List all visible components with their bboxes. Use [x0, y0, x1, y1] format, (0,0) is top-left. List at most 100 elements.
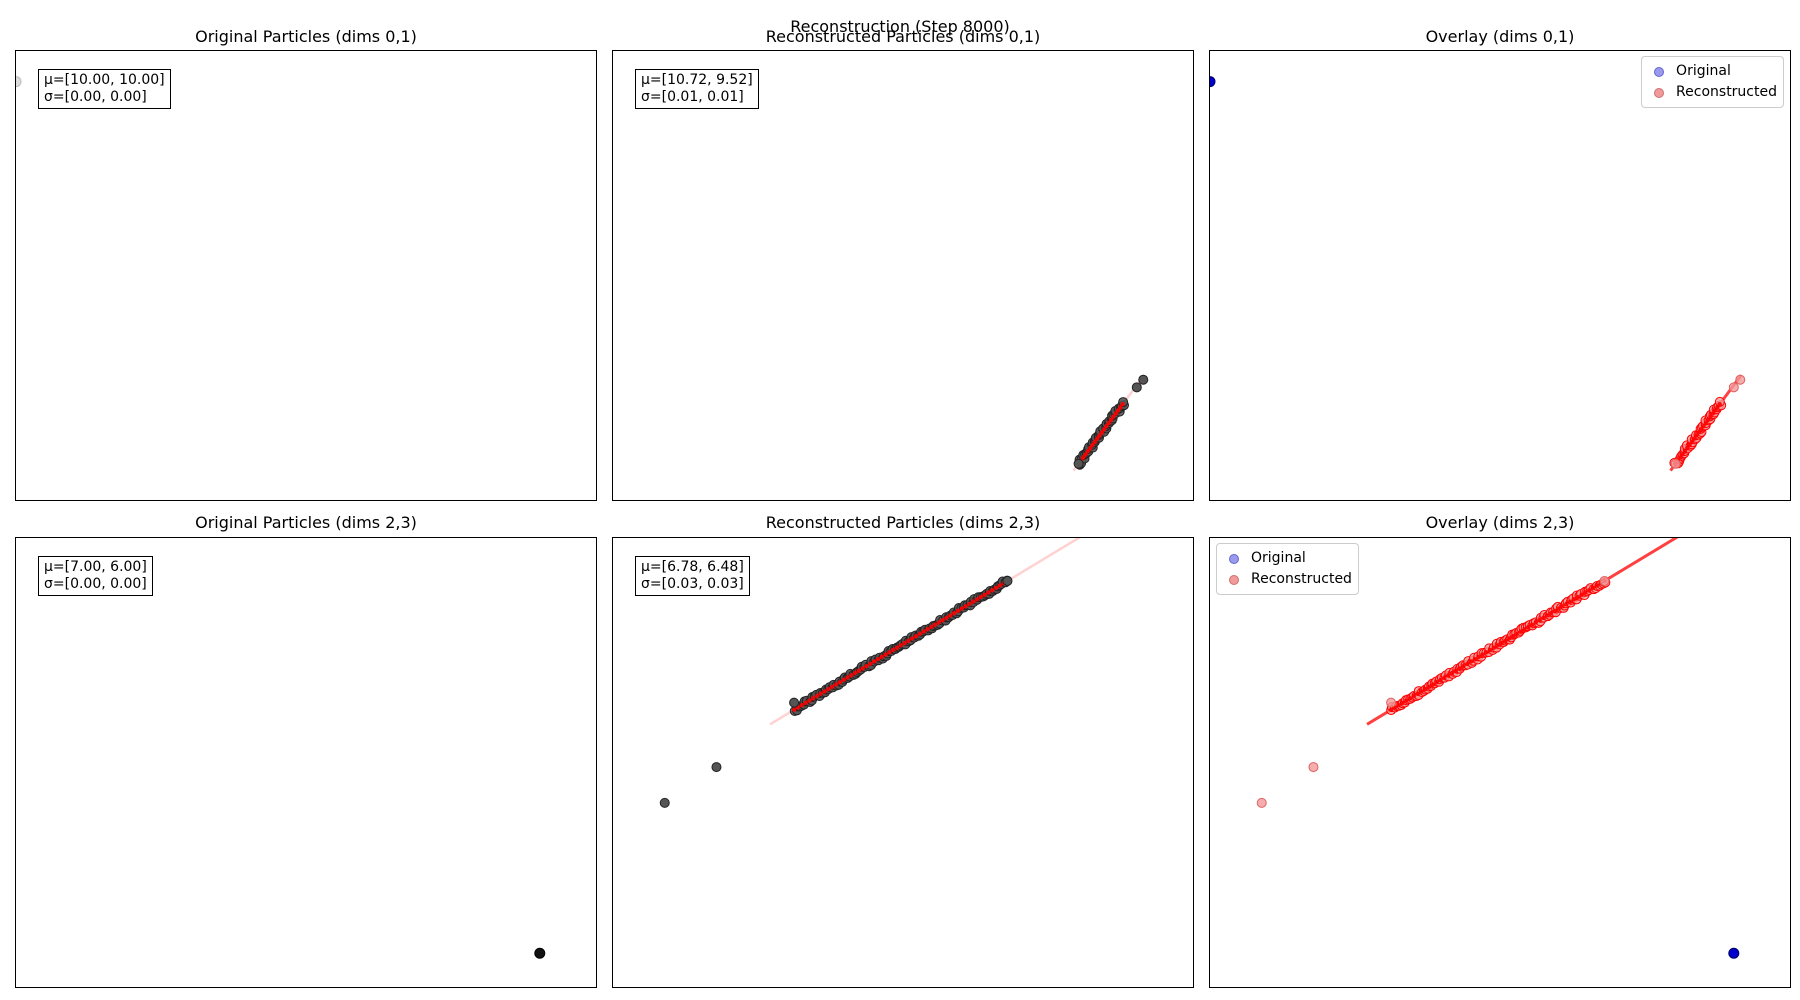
reconstructed-particle-core [1575, 594, 1580, 600]
reconstructed-particle-core [1407, 696, 1413, 701]
plot-overlay-23: Original Reconstructed [1209, 537, 1791, 988]
reconstructed-particle-core [1487, 647, 1493, 653]
reconstructed-particle-core [990, 587, 995, 593]
reconstructed-particle-core [1506, 636, 1512, 641]
reconstructed-particle-core [1529, 622, 1535, 627]
reconstructed-particle-core [1419, 689, 1424, 694]
reconstructed-particle-core [1081, 455, 1086, 460]
legend-marker-original [1229, 553, 1239, 564]
reconstructed-particle-core [932, 622, 938, 627]
reconstructed-particle-core [1499, 640, 1504, 646]
reconstructed-particle-core [929, 624, 934, 630]
reconstructed-particle-core [826, 686, 831, 692]
reconstructed-outlier-point [1386, 697, 1397, 708]
reconstructed-particle-core [936, 620, 942, 625]
stats-mu: μ=[7.00, 6.00] [44, 559, 147, 575]
reconstructed-particle-core [833, 682, 839, 687]
reconstructed-particle-core [1120, 401, 1125, 407]
reconstructed-particle-core [1698, 427, 1704, 432]
reconstructed-particle-core [970, 599, 976, 604]
reconstructed-particle-core [1438, 677, 1443, 683]
reconstructed-particle-core [852, 670, 858, 676]
plot-original-01-svg [16, 76, 22, 88]
legend-marker-reconstructed [1654, 87, 1665, 98]
reconstructed-particle-core [1411, 693, 1417, 699]
original-particle-point [1728, 947, 1740, 959]
reconstructed-particle-core [829, 684, 835, 689]
reconstructed-particle-core [799, 703, 804, 708]
reconstructed-particle-core [1526, 624, 1531, 630]
reconstructed-outlier-point [711, 762, 722, 773]
reconstructed-particle-core [1097, 433, 1102, 438]
plot-overlay-23-svg [1256, 538, 1740, 959]
reconstructed-particle-core [810, 696, 816, 701]
reconstructed-particle-core [1094, 436, 1100, 441]
reconstructed-particle-core [1691, 436, 1697, 441]
reconstructed-particle-core [1701, 423, 1706, 429]
reconstructed-particle-core [1685, 445, 1690, 451]
reconstructed-particle-core [1118, 405, 1123, 410]
reconstructed-particle-core [1446, 673, 1451, 678]
reconstructed-particle-core [951, 610, 957, 616]
legend-label-original: Original [1251, 550, 1306, 566]
reconstructed-particle-core [921, 629, 926, 634]
plot-reconstructed-23: μ=[6.78, 6.48] σ=[0.03, 0.03] [612, 537, 1194, 988]
panel-title-original-23: Original Particles (dims 2,3) [195, 513, 417, 532]
reconstructed-particle-core [1703, 420, 1708, 426]
original-particle-point [534, 947, 546, 959]
reconstructed-particle-core [1587, 587, 1592, 593]
plot-reconstructed-01-svg [1072, 374, 1149, 472]
reconstructed-particle-core [1106, 420, 1111, 426]
reconstructed-particle-core [871, 659, 877, 664]
reconstructed-particle-core [1717, 401, 1722, 407]
reconstructed-particle-core [1476, 654, 1481, 660]
reconstructed-outlier-point [659, 797, 670, 808]
reconstructed-particle-core [982, 592, 987, 597]
legend-label-reconstructed: Reconstructed [1676, 84, 1777, 100]
legend-entry-reconstructed: Reconstructed [1223, 569, 1352, 590]
reconstructed-outlier-point [1308, 762, 1319, 773]
reconstructed-particle-core [1396, 703, 1401, 708]
reconstructed-particle-core [974, 597, 980, 602]
reconstructed-particle-core [803, 700, 808, 706]
reconstructed-particle-core [868, 661, 873, 666]
reconstructed-particle-core [1571, 597, 1577, 602]
reconstructed-particle-core [986, 590, 991, 595]
reconstructed-particle-core [1583, 590, 1588, 595]
reconstructed-particle-core [1708, 414, 1713, 419]
reconstructed-particle-core [894, 645, 900, 650]
stats-box-reconstructed-23: μ=[6.78, 6.48] σ=[0.03, 0.03] [635, 556, 750, 596]
reconstructed-particle-core [959, 606, 964, 611]
reconstructed-outlier-point [1131, 382, 1142, 393]
reconstructed-particle-core [1472, 656, 1478, 662]
legend-marker-reconstructed [1229, 574, 1239, 585]
reconstructed-particle-core [1085, 449, 1091, 454]
reconstructed-particle-core [791, 707, 797, 713]
reconstructed-particle-core [1705, 417, 1711, 423]
reconstructed-particle-core [1579, 592, 1584, 597]
reconstructed-particle-core [925, 627, 930, 632]
reconstructed-particle-core [906, 638, 911, 643]
reconstructed-particle-core [856, 668, 862, 673]
legend-marker-original [1654, 66, 1665, 77]
reconstructed-particle-core [1426, 684, 1432, 689]
panel-title-overlay-01: Overlay (dims 0,1) [1425, 27, 1575, 46]
legend-entry-original: Original [1223, 548, 1352, 569]
reconstructed-particle-core [845, 675, 850, 680]
original-particle-point [16, 76, 22, 88]
reconstructed-particle-core [837, 679, 842, 685]
reconstructed-particle-core [1388, 707, 1394, 713]
stats-mu: μ=[6.78, 6.48] [641, 559, 744, 575]
reconstructed-outlier-point [789, 697, 800, 708]
legend-entry-reconstructed: Reconstructed [1648, 82, 1777, 103]
reconstructed-particle-core [875, 656, 881, 662]
reconstructed-particle-core [917, 631, 923, 637]
reconstructed-particle-core [1541, 615, 1546, 620]
reconstructed-outlier-point [1728, 382, 1739, 393]
reconstructed-particle-core [1115, 408, 1121, 413]
reconstructed-particle-core [1108, 417, 1114, 423]
reconstructed-particle-core [822, 689, 827, 694]
reconstructed-particle-core [1484, 650, 1489, 655]
reconstructed-particle-core [1495, 643, 1500, 648]
reconstructed-particle-core [1514, 631, 1520, 637]
